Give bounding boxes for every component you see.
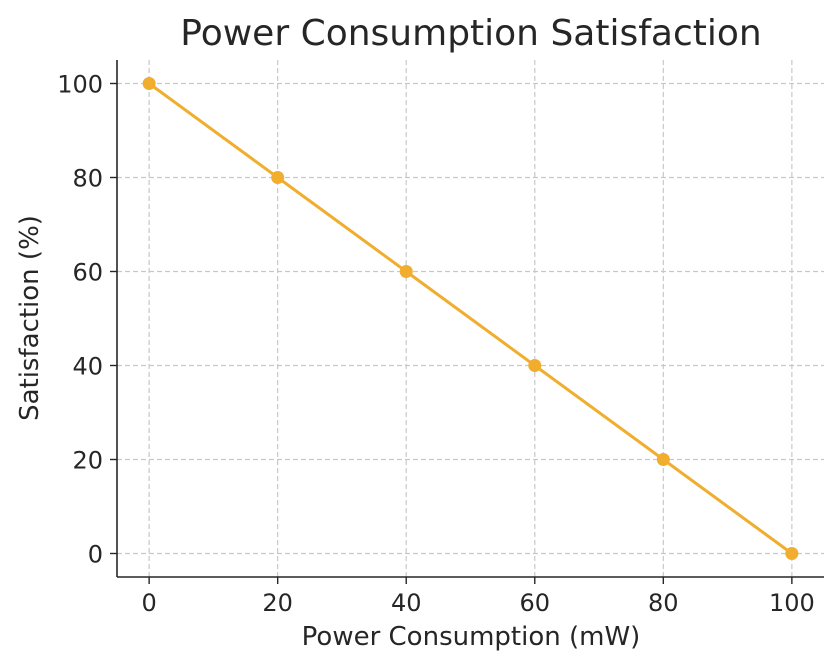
data-point [528,359,542,372]
y-tick-label: 0 [88,541,103,569]
x-tick-label: 40 [391,589,422,617]
y-axis-label: Satisfaction (%) [15,215,45,421]
series-line [147,82,794,555]
chart-title: Power Consumption Satisfaction [180,13,761,54]
data-point [785,547,799,560]
x-tick-label: 0 [141,589,156,617]
y-tick-label: 20 [72,447,103,475]
tick-labels: 0 20 40 60 80 100 0 20 40 60 80 100 [57,71,815,618]
axes [110,60,824,584]
y-tick-label: 100 [57,71,103,99]
data-point [399,265,413,278]
series [142,77,799,560]
x-tick-label: 20 [262,589,293,617]
data-point [142,77,156,90]
x-tick-label: 80 [648,589,679,617]
data-point [271,171,285,184]
y-tick-label: 60 [72,259,103,287]
data-point [656,453,670,466]
x-tick-label: 60 [519,589,550,617]
grid [117,60,824,577]
y-tick-label: 40 [72,353,103,381]
x-tick-label: 100 [769,589,815,617]
y-tick-label: 80 [72,165,103,193]
x-axis-label: Power Consumption (mW) [302,622,641,652]
